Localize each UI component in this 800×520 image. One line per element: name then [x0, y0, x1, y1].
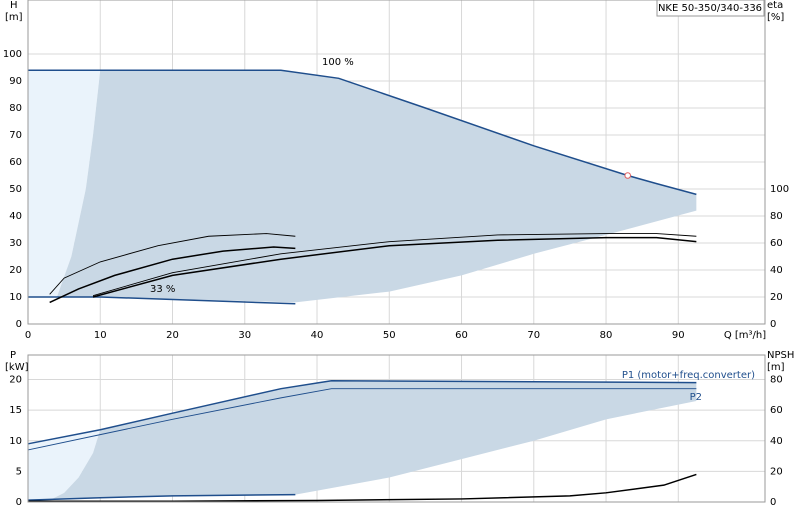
- y-tick-label: 70: [9, 130, 22, 141]
- y-axis-unit: [m]: [5, 12, 23, 23]
- curve: [27, 379, 697, 445]
- operating-area: [28, 70, 101, 297]
- title-box: [656, 0, 765, 17]
- y2-axis-unit: [%]: [767, 12, 784, 23]
- annotation: 100 %: [322, 57, 354, 68]
- operating-area: [49, 380, 697, 501]
- y-tick-label: 10: [9, 436, 22, 447]
- y-tick-label: 20: [9, 375, 22, 386]
- y-tick-label: 50: [9, 184, 22, 195]
- x-tick-label: 70: [527, 330, 540, 341]
- curve: [49, 233, 296, 295]
- y-tick-label: 5: [16, 466, 22, 477]
- x-tick-label: 90: [672, 330, 685, 341]
- y2-tick-label: 80: [770, 211, 783, 222]
- curve: [28, 296, 296, 305]
- y2-axis-unit: [m]: [767, 362, 785, 373]
- y2-axis-label: NPSH: [767, 350, 794, 361]
- y-tick-label: 10: [9, 292, 22, 303]
- curve: [92, 233, 697, 297]
- y2-tick-label: 60: [770, 405, 783, 416]
- y-tick-label: 100: [3, 49, 22, 60]
- curve: [49, 246, 296, 304]
- y2-tick-label: 80: [770, 375, 783, 386]
- y-tick-label: 90: [9, 76, 22, 87]
- y-axis-label: H: [10, 0, 18, 11]
- y-tick-label: 40: [9, 211, 22, 222]
- x-tick-label: 0: [25, 330, 31, 341]
- annotation: P1 (motor+freq.converter): [622, 370, 755, 381]
- y-axis-label: P: [10, 350, 16, 361]
- y2-tick-label: 60: [770, 238, 783, 249]
- y-tick-label: 30: [9, 238, 22, 249]
- y2-tick-label: 100: [770, 184, 789, 195]
- y-axis-unit: [kW]: [5, 362, 29, 373]
- chart-title: NKE 50-350/340-336: [658, 3, 762, 14]
- curve: [28, 69, 697, 196]
- duty-point: [624, 172, 632, 179]
- curve: [27, 493, 296, 501]
- operating-area: [28, 429, 101, 501]
- curve: [92, 236, 697, 298]
- y-tick-label: 0: [16, 497, 22, 508]
- y2-tick-label: 40: [770, 436, 783, 447]
- y-tick-label: 0: [16, 319, 22, 330]
- x-tick-label: 40: [311, 330, 324, 341]
- y-tick-label: 60: [9, 157, 22, 168]
- x-tick-label: 60: [455, 330, 468, 341]
- x-tick-label: 30: [238, 330, 251, 341]
- plot-frame: [27, 354, 766, 503]
- y2-tick-label: 20: [770, 292, 783, 303]
- curve: [28, 473, 697, 502]
- y2-tick-label: 0: [770, 497, 776, 508]
- y2-tick-label: 0: [770, 319, 776, 330]
- x-tick-label: 80: [600, 330, 613, 341]
- y2-tick-label: 40: [770, 265, 783, 276]
- y-tick-label: 15: [9, 405, 22, 416]
- y-tick-label: 80: [9, 103, 22, 114]
- x-tick-label: 50: [383, 330, 396, 341]
- annotation: 33 %: [150, 284, 175, 295]
- y2-axis-label: eta: [767, 0, 783, 11]
- x-tick-label: 20: [166, 330, 179, 341]
- x-axis-label: Q [m³/h]: [724, 330, 766, 341]
- plot-frame: [27, 0, 766, 325]
- y-tick-label: 20: [9, 265, 22, 276]
- operating-area: [56, 70, 697, 303]
- y2-tick-label: 20: [770, 466, 783, 477]
- curve: [27, 388, 697, 451]
- annotation: P2: [690, 392, 702, 403]
- x-tick-label: 10: [94, 330, 107, 341]
